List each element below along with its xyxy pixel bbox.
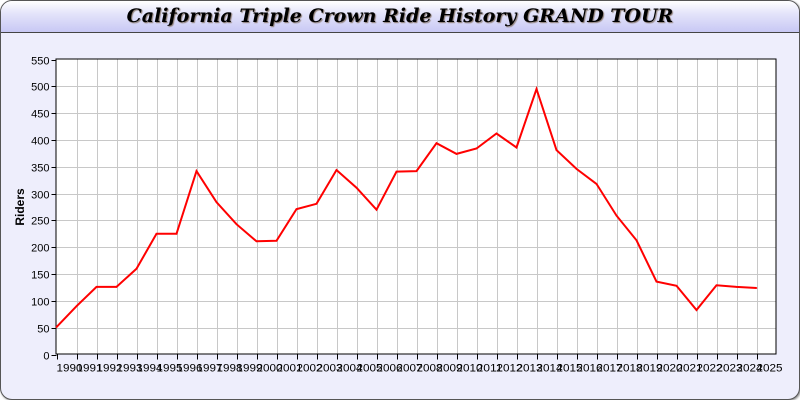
data-point [335, 169, 338, 171]
x-tick-label: 2012 [497, 363, 523, 375]
x-tick-label: 2022 [697, 363, 723, 375]
data-point [435, 142, 438, 144]
data-point [675, 285, 678, 287]
data-point [255, 240, 258, 243]
chart-title: California Triple Crown Ride History GRA… [126, 5, 674, 27]
x-tick-label: 1996 [177, 363, 203, 375]
x-tick-label: 2025 [757, 363, 783, 375]
x-tick-label: 2020 [657, 363, 683, 375]
data-point [695, 309, 698, 311]
y-tick-label: 400 [31, 136, 49, 148]
data-point [415, 170, 418, 172]
data-point [475, 147, 478, 150]
data-point [295, 208, 298, 210]
series-group [55, 85, 758, 328]
x-tick-label: 2007 [397, 363, 423, 375]
x-tick-label: 2002 [297, 363, 323, 375]
x-tick-label: 2003 [317, 363, 343, 375]
plot-border [55, 58, 777, 355]
x-tick-label: 1992 [97, 363, 123, 375]
data-point [135, 267, 138, 270]
x-tick-label: 2010 [457, 363, 483, 375]
data-point [755, 287, 758, 289]
x-tick-label: 1994 [137, 363, 163, 375]
data-point [495, 132, 498, 135]
x-tick-label: 2005 [357, 363, 383, 375]
x-tick-label: 2023 [717, 363, 743, 375]
data-point [455, 153, 458, 155]
y-tick-label: 550 [31, 56, 49, 68]
data-point [595, 183, 598, 185]
data-point [735, 286, 738, 288]
title-bar: California Triple Crown Ride History GRA… [1, 1, 799, 33]
y-axis-label: Riders [13, 188, 27, 226]
data-point [375, 208, 378, 211]
data-point [215, 201, 218, 203]
x-tick-label: 2018 [617, 363, 643, 375]
data-point [355, 186, 358, 189]
data-point [615, 214, 618, 217]
x-tick-label: 2014 [537, 363, 563, 375]
data-point [395, 170, 398, 173]
x-tick-label: 1990 [57, 363, 83, 375]
data-point [155, 233, 158, 235]
x-tick-label: 1993 [117, 363, 143, 375]
data-point [115, 286, 118, 288]
plot-area [56, 59, 776, 354]
y-tick-label: 300 [31, 190, 49, 202]
x-tick-label: 1998 [217, 363, 243, 375]
data-point [655, 280, 658, 283]
x-tick-label: 2013 [517, 363, 543, 375]
x-tick-label: 2011 [477, 363, 503, 375]
x-tick-label: 2015 [557, 363, 583, 375]
x-tick-label: 1997 [197, 363, 223, 375]
x-tick-label: 2006 [377, 363, 403, 375]
x-tick-label: 2017 [597, 363, 623, 375]
data-point [175, 233, 178, 235]
y-tick-label: 450 [31, 109, 49, 121]
data-point [515, 146, 518, 149]
data-point [75, 305, 78, 308]
data-point [315, 202, 318, 205]
data-point [275, 239, 278, 242]
y-tick-label: 200 [31, 243, 49, 255]
data-point [235, 223, 238, 225]
data-point [535, 88, 538, 90]
y-tick-label: 250 [31, 216, 49, 228]
y-tick-label: 500 [31, 82, 49, 94]
x-tick-label: 2004 [337, 363, 363, 375]
data-point [195, 170, 198, 172]
x-tick-label: 2001 [277, 363, 303, 375]
y-tick-label: 0 [43, 351, 49, 363]
y-tick-label: 50 [37, 324, 49, 336]
x-tick-label: 1999 [237, 363, 263, 375]
data-point [635, 239, 638, 242]
grid [56, 59, 777, 355]
x-tick-label: 2021 [677, 363, 703, 375]
x-tick-label: 1995 [157, 363, 183, 375]
data-point [715, 284, 718, 287]
y-tick-label: 350 [31, 163, 49, 175]
x-tick-label: 2008 [417, 363, 443, 375]
y-tick-label: 150 [31, 270, 49, 282]
x-tick-label: 2024 [737, 363, 763, 375]
data-point [575, 168, 578, 170]
data-point [95, 286, 98, 288]
y-tick-label: 100 [31, 297, 49, 309]
data-point [55, 326, 58, 328]
x-tick-label: 2000 [257, 363, 283, 375]
x-tick-label: 2019 [637, 363, 663, 375]
x-tick-label: 2016 [577, 363, 603, 375]
data-point [555, 149, 558, 151]
axes: 0501001502002503003504004505005501990199… [31, 56, 782, 375]
x-tick-label: 2009 [437, 363, 463, 375]
series-line [55, 85, 757, 328]
x-tick-label: 1991 [77, 363, 103, 375]
